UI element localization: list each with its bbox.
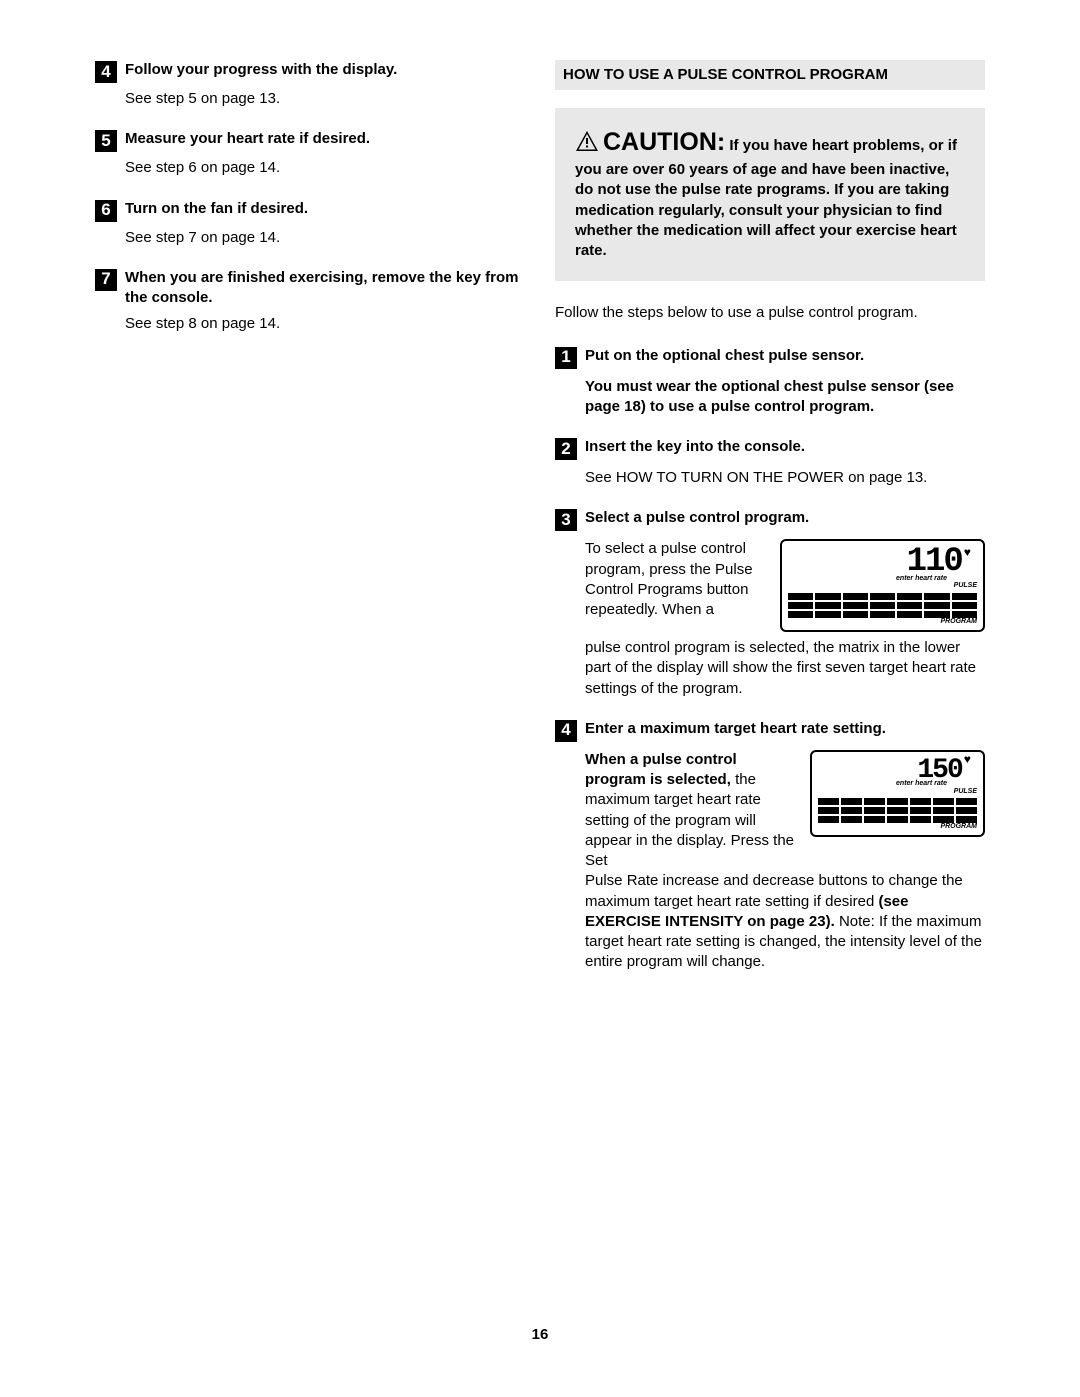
heart-icon: ♥	[964, 753, 969, 767]
step-number-badge: 1	[555, 347, 577, 369]
step-body: See step 5 on page 13.	[125, 89, 525, 109]
pulse-step-2: 2 Insert the key into the console. See H…	[555, 437, 985, 488]
step-number-badge: 3	[555, 509, 577, 531]
step-title: Select a pulse control program.	[585, 508, 809, 528]
pulse-step-1: 1 Put on the optional chest pulse sensor…	[555, 346, 985, 418]
step-7: 7 When you are finished exercising, remo…	[95, 268, 525, 335]
step-6: 6 Turn on the fan if desired. See step 7…	[95, 199, 525, 248]
heart-icon: ♥	[964, 546, 969, 560]
warning-icon	[575, 130, 599, 158]
lcd-display-150: 150♥ enter heart rate PULSE PROGRAM	[810, 750, 985, 838]
lcd-matrix	[818, 798, 977, 823]
step-number-badge: 2	[555, 438, 577, 460]
page-number: 16	[0, 1325, 1080, 1345]
right-column: HOW TO USE A PULSE CONTROL PROGRAM CAUTI…	[555, 60, 985, 993]
step-4: 4 Follow your progress with the display.…	[95, 60, 525, 109]
left-column: 4 Follow your progress with the display.…	[95, 60, 525, 993]
step-number-badge: 5	[95, 130, 117, 152]
step-title: When you are finished exercising, remove…	[125, 268, 525, 309]
step-title: Put on the optional chest pulse sensor.	[585, 346, 864, 366]
step-body: 110♥ enter heart rate PULSE PROGRAM To s…	[585, 539, 985, 699]
step-title: Measure your heart rate if desired.	[125, 129, 370, 149]
step-body: See HOW TO TURN ON THE POWER on page 13.	[585, 468, 985, 488]
step-body: See step 7 on page 14.	[125, 228, 525, 248]
pulse-step-4: 4 Enter a maximum target heart rate sett…	[555, 719, 985, 973]
step4-lead-bold: When a pulse control program is selected…	[585, 751, 737, 788]
lcd-digits: 110♥	[788, 547, 977, 578]
step-body: 150♥ enter heart rate PULSE PROGRAM When…	[585, 750, 985, 973]
step3-tail: pulse control program is selected, the m…	[585, 639, 976, 697]
step-number-badge: 6	[95, 200, 117, 222]
pulse-step-3: 3 Select a pulse control program. 110♥ e…	[555, 508, 985, 699]
step-body: See step 8 on page 14.	[125, 314, 525, 334]
step-title: Turn on the fan if desired.	[125, 199, 308, 219]
step-title: Insert the key into the console.	[585, 437, 805, 457]
step-body: You must wear the optional chest pulse s…	[585, 377, 985, 418]
step-number-badge: 7	[95, 269, 117, 291]
step3-lead: To select a pulse control program, press…	[585, 540, 753, 618]
step-number-badge: 4	[95, 61, 117, 83]
lcd-matrix	[788, 593, 977, 618]
intro-text: Follow the steps below to use a pulse co…	[555, 303, 985, 323]
lcd-program-label: PROGRAM	[818, 822, 977, 831]
step-number-badge: 4	[555, 720, 577, 742]
lcd-pulse-label: PULSE	[788, 581, 977, 590]
lcd-program-label: PROGRAM	[788, 617, 977, 626]
step-title: Follow your progress with the display.	[125, 60, 397, 80]
step-body: See step 6 on page 14.	[125, 158, 525, 178]
lcd-digits: 150♥	[818, 758, 977, 783]
step-title: Enter a maximum target heart rate settin…	[585, 719, 886, 739]
caution-box: CAUTION: If you have heart problems, or …	[555, 108, 985, 281]
manual-page: 4 Follow your progress with the display.…	[0, 0, 1080, 1033]
caution-label: CAUTION:	[603, 128, 725, 156]
step-5: 5 Measure your heart rate if desired. Se…	[95, 129, 525, 178]
lcd-display-110: 110♥ enter heart rate PULSE PROGRAM	[780, 539, 985, 632]
section-header: HOW TO USE A PULSE CONTROL PROGRAM	[555, 60, 985, 90]
